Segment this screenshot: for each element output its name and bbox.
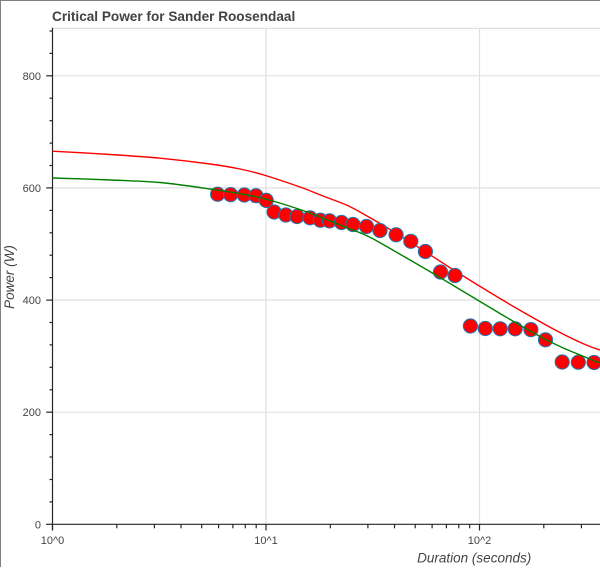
svg-text:800: 800	[23, 71, 41, 83]
svg-text:600: 600	[23, 183, 41, 195]
svg-text:0: 0	[35, 519, 41, 531]
svg-text:10^2: 10^2	[468, 535, 492, 547]
svg-text:400: 400	[23, 295, 41, 307]
svg-text:10^1: 10^1	[254, 535, 278, 547]
svg-text:Power (W): Power (W)	[2, 245, 17, 309]
svg-text:10^0: 10^0	[41, 535, 65, 547]
svg-text:Duration (seconds): Duration (seconds)	[417, 551, 531, 566]
svg-text:Critical Power for Sander Roos: Critical Power for Sander Roosendaal	[52, 9, 295, 24]
svg-text:200: 200	[23, 407, 41, 419]
